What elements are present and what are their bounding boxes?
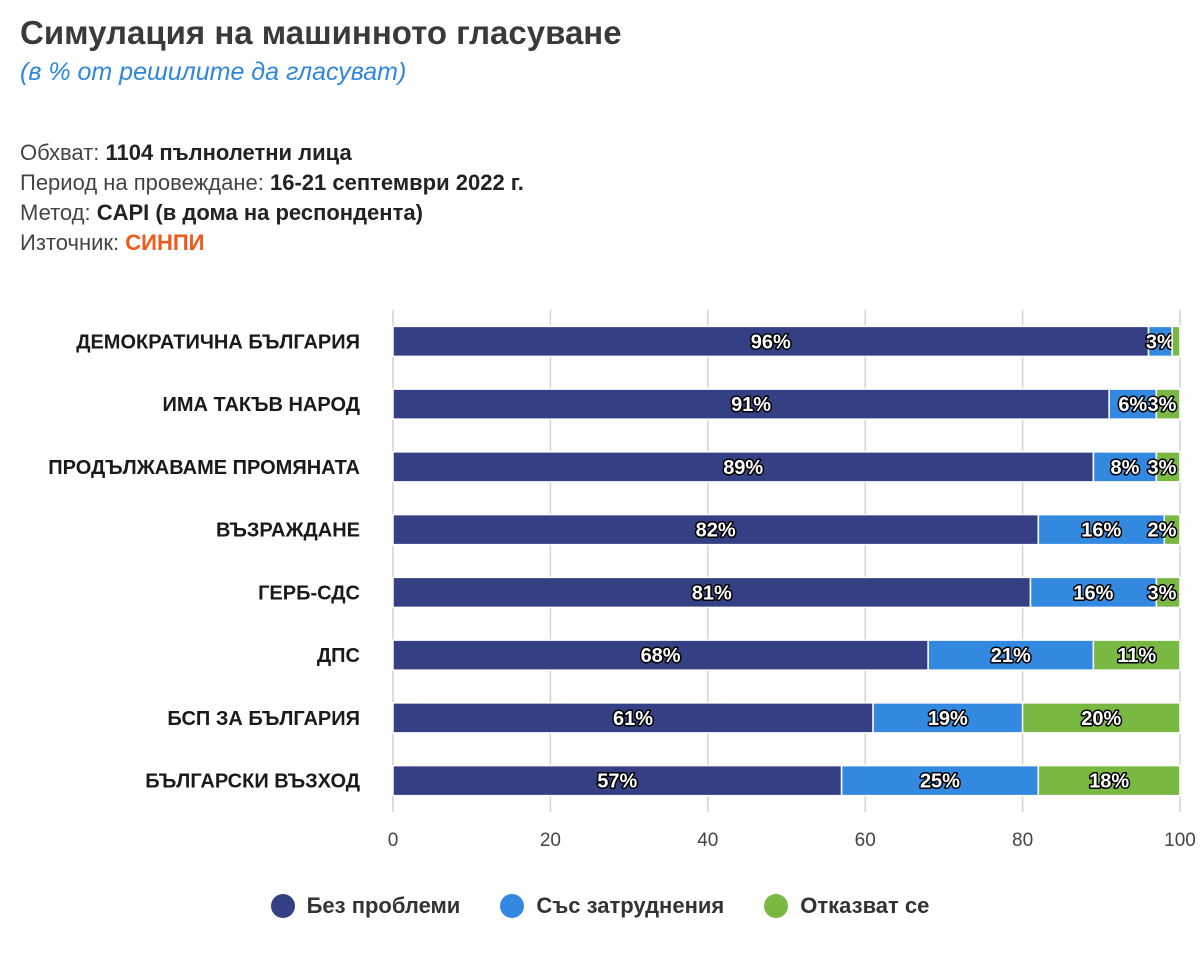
category-label: ДЕМОКРАТИЧНА БЪЛГАРИЯ — [76, 331, 360, 353]
bar-segment[interactable] — [1155, 576, 1181, 609]
x-tick-label: 20 — [540, 830, 561, 851]
chart-title: Симулация на машинното гласуване — [20, 14, 622, 51]
data-label: 21% — [991, 645, 1031, 667]
legend-swatch-give-up — [764, 894, 789, 918]
data-label: 3% — [1148, 582, 1177, 604]
data-label: 61% — [613, 708, 653, 730]
data-label: 8% — [1110, 457, 1139, 479]
bar-segment[interactable] — [1037, 513, 1166, 546]
bar-segment[interactable] — [392, 576, 1032, 609]
data-label: 91% — [731, 394, 771, 416]
bar-segment[interactable] — [392, 451, 1095, 483]
x-tick-label: 40 — [697, 830, 718, 851]
x-tick-label: 80 — [1012, 830, 1033, 851]
legend-swatch-difficulties — [500, 894, 525, 918]
chart-legend: Без проблеми Със затруднения Отказват се — [0, 893, 1200, 919]
x-tick-label: 100 — [1164, 830, 1196, 851]
category-label: ДПС — [317, 645, 360, 667]
bar-segment[interactable] — [392, 702, 874, 734]
data-label: 3% — [1146, 331, 1175, 353]
chart-subtitle: (в % от решилите да гласуват) — [20, 58, 407, 86]
data-label: 2% — [1148, 520, 1177, 542]
bar-segment[interactable] — [1155, 451, 1181, 483]
bar-segment[interactable] — [840, 764, 1040, 797]
data-label: 25% — [920, 771, 960, 793]
bar-segment[interactable] — [392, 325, 1150, 358]
bar-segment[interactable] — [1163, 513, 1181, 546]
data-label: 16% — [1081, 520, 1121, 542]
data-label: 3% — [1148, 457, 1177, 479]
bar-segment[interactable] — [1092, 451, 1158, 483]
category-label: БСП ЗА БЪЛГАРИЯ — [167, 708, 360, 730]
category-label: ИМА ТАКЪВ НАРОД — [162, 394, 360, 416]
meta-method: Метод: CAPI (в дома на респондента) — [20, 198, 524, 228]
meta-method-value: CAPI (в дома на респондента) — [96, 200, 423, 225]
meta-period: Период на провеждане: 16-21 септември 20… — [20, 168, 524, 198]
bar-segment[interactable] — [1108, 388, 1158, 420]
data-label: 18% — [1089, 771, 1129, 793]
legend-item-give-up[interactable]: Отказват се — [764, 893, 929, 919]
meta-period-label: Период на провеждане: — [20, 170, 264, 195]
meta-scope-label: Обхват: — [20, 140, 100, 165]
bar-segment[interactable] — [392, 513, 1040, 546]
bar-segment[interactable] — [872, 702, 1024, 734]
meta-source-label: Източник: — [20, 230, 120, 255]
bar-segment[interactable] — [1092, 639, 1181, 671]
data-label: 96% — [751, 331, 791, 353]
legend-swatch-no-problems — [270, 894, 295, 918]
legend-item-no-problems[interactable]: Без проблеми — [270, 893, 461, 919]
legend-item-difficulties[interactable]: Със затруднения — [500, 893, 724, 919]
x-tick-label: 0 — [388, 830, 399, 851]
data-label: 16% — [1073, 582, 1113, 604]
bar-segment[interactable] — [392, 764, 843, 797]
bar-segment[interactable] — [1021, 702, 1181, 734]
category-label: ВЪЗРАЖДАНЕ — [216, 520, 360, 542]
category-label: ГЕРБ-СДС — [258, 582, 360, 604]
data-label: 81% — [692, 582, 732, 604]
survey-metadata: Обхват: 1104 пълнолетни лица Период на п… — [20, 138, 524, 258]
x-tick-label: 60 — [855, 830, 876, 851]
legend-label-no-problems: Без проблеми — [306, 893, 461, 918]
category-label: ПРОДЪЛЖАВАМЕ ПРОМЯНАТА — [48, 457, 360, 479]
bar-segment[interactable] — [927, 639, 1095, 671]
meta-source: Източник: СИНПИ — [20, 228, 524, 258]
bar-segment[interactable] — [1037, 764, 1181, 797]
meta-method-label: Метод: — [20, 200, 91, 225]
bar-segment[interactable] — [392, 639, 929, 671]
data-label: 57% — [597, 771, 637, 793]
legend-label-difficulties: Със затруднения — [536, 893, 725, 918]
bar-segment[interactable] — [1171, 325, 1181, 358]
data-label: 19% — [928, 708, 968, 730]
data-label: 6% — [1118, 394, 1147, 416]
category-label: БЪЛГАРСКИ ВЪЗХОД — [145, 771, 360, 793]
meta-source-value: СИНПИ — [125, 230, 205, 255]
data-label: 68% — [641, 645, 681, 667]
data-label: 82% — [696, 520, 736, 542]
data-label: 89% — [723, 457, 763, 479]
meta-scope: Обхват: 1104 пълнолетни лица — [20, 138, 524, 168]
stacked-bar-chart: 0 20 40 60 80 100 ДЕМОКРАТИЧНА БЪЛГАРИЯ 96% 3% ИМ… — [48, 310, 1196, 851]
bar-segment[interactable] — [392, 388, 1110, 420]
data-label: 11% — [1117, 645, 1156, 667]
data-label: 3% — [1148, 394, 1177, 416]
legend-label-give-up: Отказват се — [800, 893, 930, 918]
meta-period-value: 16-21 септември 2022 г. — [270, 170, 524, 195]
meta-scope-value: 1104 пълнолетни лица — [105, 140, 352, 165]
bar-segment[interactable] — [1155, 388, 1181, 420]
data-label: 20% — [1081, 708, 1121, 730]
